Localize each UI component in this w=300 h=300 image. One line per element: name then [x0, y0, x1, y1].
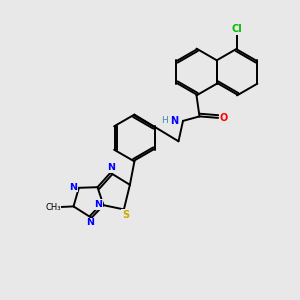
Text: N: N	[70, 183, 77, 192]
Text: O: O	[220, 113, 228, 123]
Text: N: N	[107, 163, 115, 172]
Text: N: N	[86, 218, 94, 227]
Text: Cl: Cl	[232, 24, 242, 34]
Text: CH₃: CH₃	[45, 202, 61, 211]
Text: N: N	[94, 200, 102, 209]
Text: H: H	[162, 116, 168, 125]
Text: S: S	[122, 210, 129, 220]
Text: N: N	[170, 116, 178, 126]
